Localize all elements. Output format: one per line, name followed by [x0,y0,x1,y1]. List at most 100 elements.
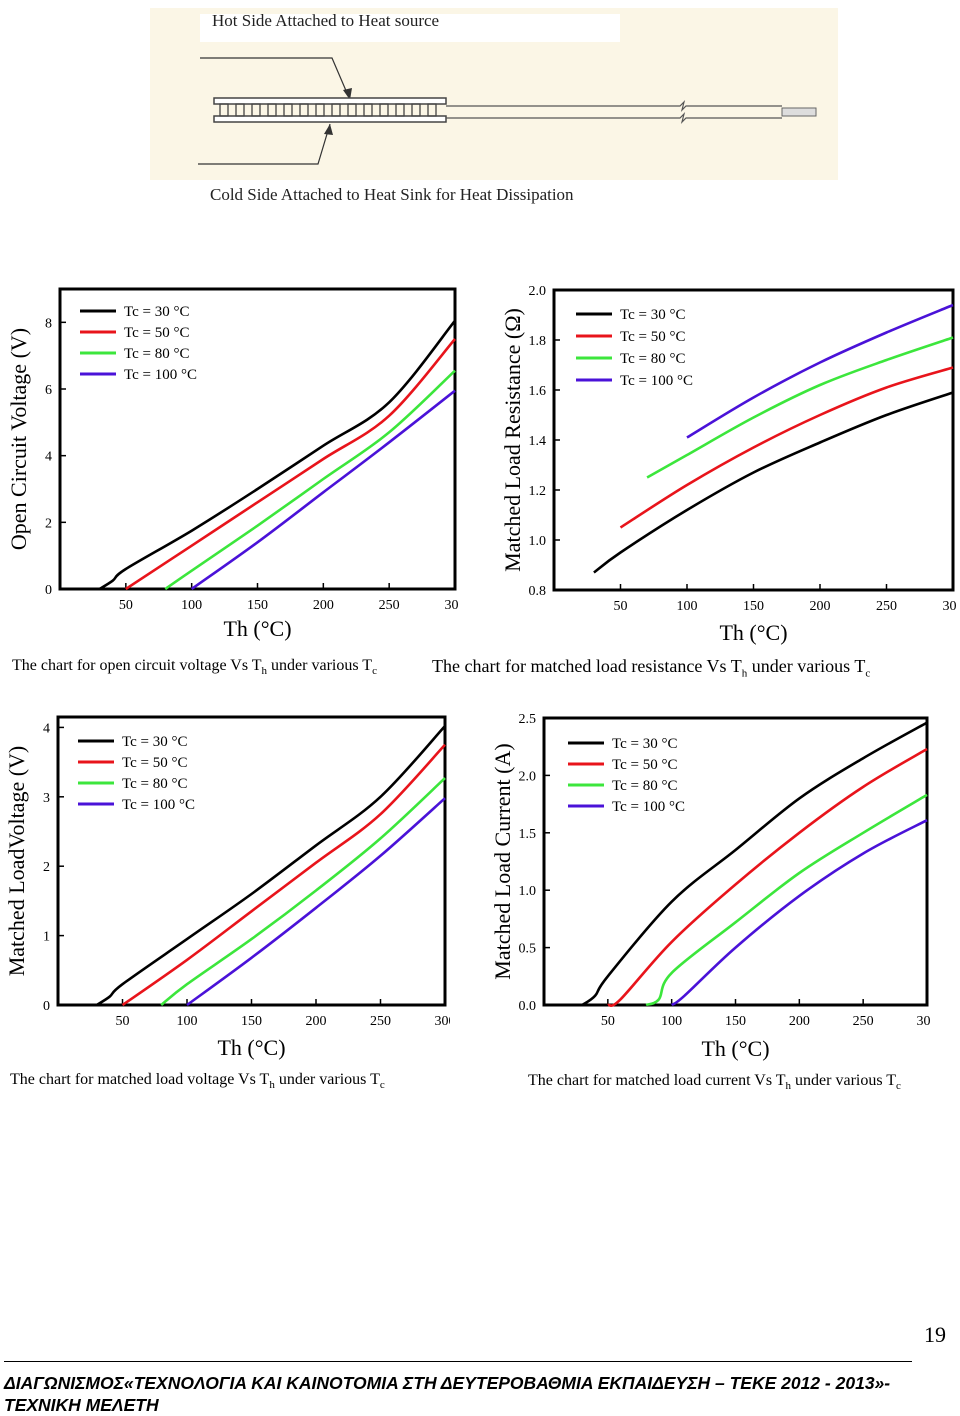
y-axis-label: Matched Load Resistance (Ω) [500,308,525,572]
legend-label: Tc = 80 °C [620,351,686,367]
y-tick-label: 2.5 [519,712,537,727]
x-tick-label: 150 [725,1014,746,1029]
x-tick-label: 150 [241,1014,262,1029]
y-tick-label: 0.0 [519,999,537,1014]
x-tick-label: 300 [445,598,459,613]
x-tick-label: 100 [177,1014,198,1029]
legend-label: Tc = 80 °C [124,346,190,362]
x-tick-label: 300 [435,1014,451,1029]
y-tick-label: 8 [45,316,52,331]
x-tick-label: 150 [247,598,268,613]
series-line [186,797,446,1007]
y-tick-label: 0 [43,999,50,1014]
y-tick-label: 1.6 [529,384,547,399]
x-tick-label: 50 [119,598,133,613]
y-tick-label: 1.2 [529,484,547,499]
thermoelectric-module-illustration: Hot Side Attached to Heat source Cold Si… [150,8,838,206]
chart-matched-load-current: 50 100 150 200 250 300 0.0 0.5 1.0 1.5 2.0 2.5 Th (°… [494,708,930,1064]
y-tick-label: 6 [45,383,52,398]
x-tick-label: 100 [661,1014,682,1029]
y-axis-label: Open Circuit Voltage (V) [8,328,31,550]
y-tick-label: 1.8 [529,334,547,349]
legend-label: Tc = 50 °C [620,329,686,345]
legend-label: Tc = 30 °C [124,304,190,320]
series-line [670,819,928,1007]
legend-label: Tc = 30 °C [612,736,678,752]
x-tick-label: 150 [743,599,764,614]
x-tick-label: 50 [116,1014,130,1029]
cold-side-label: Cold Side Attached to Heat Sink for Heat… [210,185,574,204]
series-line [190,389,456,591]
x-tick-label: 200 [789,1014,810,1029]
y-tick-label: 2 [43,860,50,875]
x-tick-label: 250 [379,598,400,613]
chart-matched-load-voltage-svg: 50 100 150 200 250 300 0 1 2 3 4 Th (°C) Matched Loa… [8,715,451,1060]
x-tick-label: 300 [943,599,957,614]
legend-label: Tc = 100 °C [124,367,197,383]
chart-matched-load-voltage: 50 100 150 200 250 300 0 1 2 3 4 Th (°C) Matched Loa… [8,712,450,1064]
legend-label: Tc = 100 °C [620,373,693,389]
y-tick-label: 0.5 [519,942,537,957]
legend-label: Tc = 30 °C [122,734,188,750]
series-line [121,743,446,1007]
x-tick-label: 200 [810,599,831,614]
caption-matched-load-voltage: The chart for matched load voltage Vs Th… [10,1071,385,1092]
y-tick-label: 1.4 [529,434,547,449]
y-tick-label: 4 [45,450,52,465]
y-tick-label: 1 [43,930,50,945]
x-tick-label: 250 [876,599,897,614]
legend-label: Tc = 50 °C [124,325,190,341]
x-tick-label: 200 [306,1014,327,1029]
page-number: 19 [924,1322,946,1347]
x-axis-label: Th (°C) [223,616,291,641]
x-tick-label: 50 [601,1014,615,1029]
hot-side-label: Hot Side Attached to Heat source [212,11,439,30]
y-tick-label: 2.0 [529,284,547,299]
x-axis-label: Th (°C) [719,620,787,645]
y-tick-label: 2 [45,516,52,531]
x-tick-label: 250 [370,1014,391,1029]
footer-divider [4,1361,912,1362]
caption-open-circuit-voltage: The chart for open circuit voltage Vs Th… [12,657,377,678]
x-tick-label: 100 [181,598,202,613]
legend-label: Tc = 80 °C [122,776,188,792]
x-axis-label: Th (°C) [701,1036,769,1061]
y-tick-label: 0.8 [529,584,547,599]
plot-frame [552,288,955,592]
y-tick-label: 0 [45,583,52,598]
plot-frame [58,287,457,591]
legend-label: Tc = 80 °C [612,778,678,794]
series-line [645,793,928,1007]
x-tick-label: 300 [917,1014,931,1029]
plot-frame [56,715,447,1007]
y-tick-label: 2.0 [519,769,537,784]
series-line [95,725,446,1007]
y-tick-label: 1.0 [529,534,547,549]
y-axis-label: Matched LoadVoltage (V) [8,746,29,977]
y-axis-label: Matched Load Current (A) [494,743,515,979]
legend-label: Tc = 50 °C [612,757,678,773]
x-tick-label: 200 [313,598,334,613]
legend-label: Tc = 100 °C [612,799,685,815]
y-tick-label: 1.5 [519,827,537,842]
chart-open-circuit-voltage: 50 100 150 200 250 300 0 2 4 6 8 Th (°C) Open Circui… [8,284,458,644]
x-tick-label: 50 [614,599,628,614]
footer-text: ΔΙΑΓΩΝΙΣΜΟΣ«ΤΕΧΝΟΛΟΓΙΑ ΚΑΙ ΚΑΙΝΟΤΟΜΙΑ ΣΤ… [4,1373,891,1415]
series-line [593,391,954,574]
plot-frame [542,716,929,1007]
legend-label: Tc = 100 °C [122,797,195,813]
legend-label: Tc = 30 °C [620,307,686,323]
y-tick-label: 4 [43,721,50,736]
series-line [164,369,456,591]
y-tick-label: 3 [43,791,50,806]
chart-matched-load-resistance: 50 100 150 200 250 300 0.8 1.0 1.2 1.4 1.6 1.8 2.0 Th… [496,278,956,648]
series-line [607,747,928,1007]
x-tick-label: 250 [853,1014,874,1029]
series-line [581,721,928,1007]
x-tick-label: 100 [677,599,698,614]
legend-label: Tc = 50 °C [122,755,188,771]
caption-matched-load-current: The chart for matched load current Vs Th… [528,1072,901,1093]
series-line [98,319,457,591]
y-tick-label: 1.0 [519,884,537,899]
caption-matched-load-resistance: The chart for matched load resistance Vs… [432,656,871,680]
